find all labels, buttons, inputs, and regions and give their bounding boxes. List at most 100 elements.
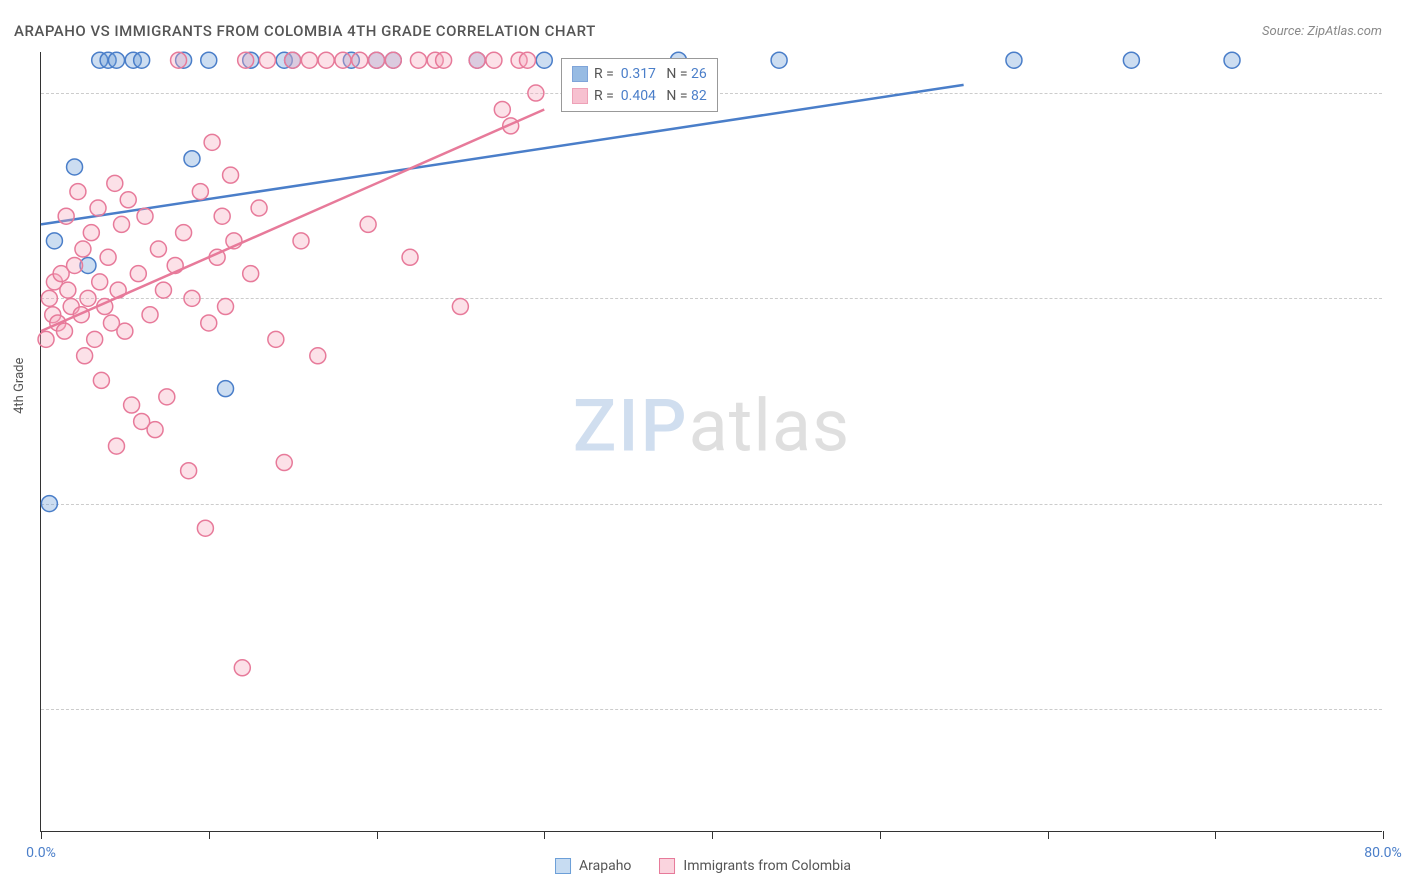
legend-swatch: [555, 858, 571, 874]
chart-area: 4th Grade ZIPatlas 92.5%95.0%97.5%100.0%…: [40, 52, 1382, 832]
data-point: [67, 257, 83, 273]
data-point: [150, 241, 166, 257]
data-point: [771, 52, 787, 68]
y-tick-label: 95.0%: [1392, 510, 1406, 525]
data-point: [519, 52, 535, 68]
data-point: [335, 52, 351, 68]
data-point: [142, 307, 158, 323]
data-point: [360, 216, 376, 232]
data-point: [38, 331, 54, 347]
data-point: [204, 134, 220, 150]
data-point: [108, 438, 124, 454]
data-point: [80, 290, 96, 306]
legend-swatch: [572, 66, 588, 82]
y-tick-label: 97.5%: [1392, 305, 1406, 320]
x-tick: [209, 831, 210, 839]
data-point: [436, 52, 452, 68]
data-point: [90, 200, 106, 216]
data-point: [223, 167, 239, 183]
data-point: [87, 331, 103, 347]
x-tick: [544, 831, 545, 839]
data-point: [318, 52, 334, 68]
data-point: [75, 241, 91, 257]
data-point: [1123, 52, 1139, 68]
data-point: [134, 52, 150, 68]
plot-svg: [41, 52, 1383, 832]
data-point: [92, 274, 108, 290]
data-point: [124, 397, 140, 413]
data-point: [385, 52, 401, 68]
data-point: [67, 159, 83, 175]
data-point: [536, 52, 552, 68]
data-point: [41, 496, 57, 512]
data-point: [243, 266, 259, 282]
chart-title: ARAPAHO VS IMMIGRANTS FROM COLOMBIA 4TH …: [14, 22, 596, 40]
data-point: [147, 422, 163, 438]
data-point: [293, 233, 309, 249]
data-point: [285, 52, 301, 68]
data-point: [108, 52, 124, 68]
data-point: [100, 249, 116, 265]
data-point: [46, 233, 62, 249]
data-point: [528, 85, 544, 101]
x-tick: [880, 831, 881, 839]
data-point: [107, 175, 123, 191]
data-point: [494, 101, 510, 117]
x-tick-label: 0.0%: [26, 845, 56, 861]
data-point: [83, 225, 99, 241]
data-point: [70, 184, 86, 200]
data-point: [117, 323, 133, 339]
data-point: [184, 290, 200, 306]
y-tick-label: 100.0%: [1392, 100, 1406, 115]
data-point: [41, 290, 57, 306]
bottom-legend: Arapaho Immigrants from Colombia: [555, 858, 851, 874]
data-point: [369, 52, 385, 68]
data-point: [410, 52, 426, 68]
y-axis-title: 4th Grade: [12, 358, 27, 414]
scatter-plot: ZIPatlas 92.5%95.0%97.5%100.0%0.0%80.0%R…: [40, 52, 1382, 832]
data-point: [214, 208, 230, 224]
data-point: [238, 52, 254, 68]
data-point: [192, 184, 208, 200]
data-point: [60, 282, 76, 298]
data-point: [259, 52, 275, 68]
data-point: [93, 372, 109, 388]
correlation-row: R = 0.404 N = 82: [572, 85, 707, 107]
correlation-row: R = 0.317 N = 26: [572, 63, 707, 85]
correlation-box: R = 0.317 N = 26R = 0.404 N = 82: [561, 58, 718, 112]
correlation-text: R = 0.317 N = 26: [594, 63, 707, 85]
data-point: [469, 52, 485, 68]
source-label: Source: ZipAtlas.com: [1262, 24, 1382, 39]
data-point: [218, 381, 234, 397]
data-point: [181, 463, 197, 479]
data-point: [77, 348, 93, 364]
x-tick: [1383, 831, 1384, 839]
data-point: [268, 331, 284, 347]
x-tick: [377, 831, 378, 839]
data-point: [251, 200, 267, 216]
legend-item: Immigrants from Colombia: [659, 858, 851, 874]
x-tick-label: 80.0%: [1364, 845, 1402, 861]
data-point: [58, 208, 74, 224]
data-point: [1006, 52, 1022, 68]
x-tick: [41, 831, 42, 839]
data-point: [201, 315, 217, 331]
x-tick: [1215, 831, 1216, 839]
data-point: [301, 52, 317, 68]
data-point: [171, 52, 187, 68]
data-point: [184, 151, 200, 167]
legend-swatch: [659, 858, 675, 874]
x-tick: [1048, 831, 1049, 839]
data-point: [201, 52, 217, 68]
data-point: [137, 208, 153, 224]
legend-item: Arapaho: [555, 858, 631, 874]
legend-label: Arapaho: [579, 858, 631, 874]
data-point: [130, 266, 146, 282]
y-tick-label: 92.5%: [1392, 715, 1406, 730]
data-point: [218, 299, 234, 315]
data-point: [176, 225, 192, 241]
data-point: [56, 323, 72, 339]
correlation-text: R = 0.404 N = 82: [594, 85, 707, 107]
legend-label: Immigrants from Colombia: [683, 858, 851, 874]
data-point: [402, 249, 418, 265]
